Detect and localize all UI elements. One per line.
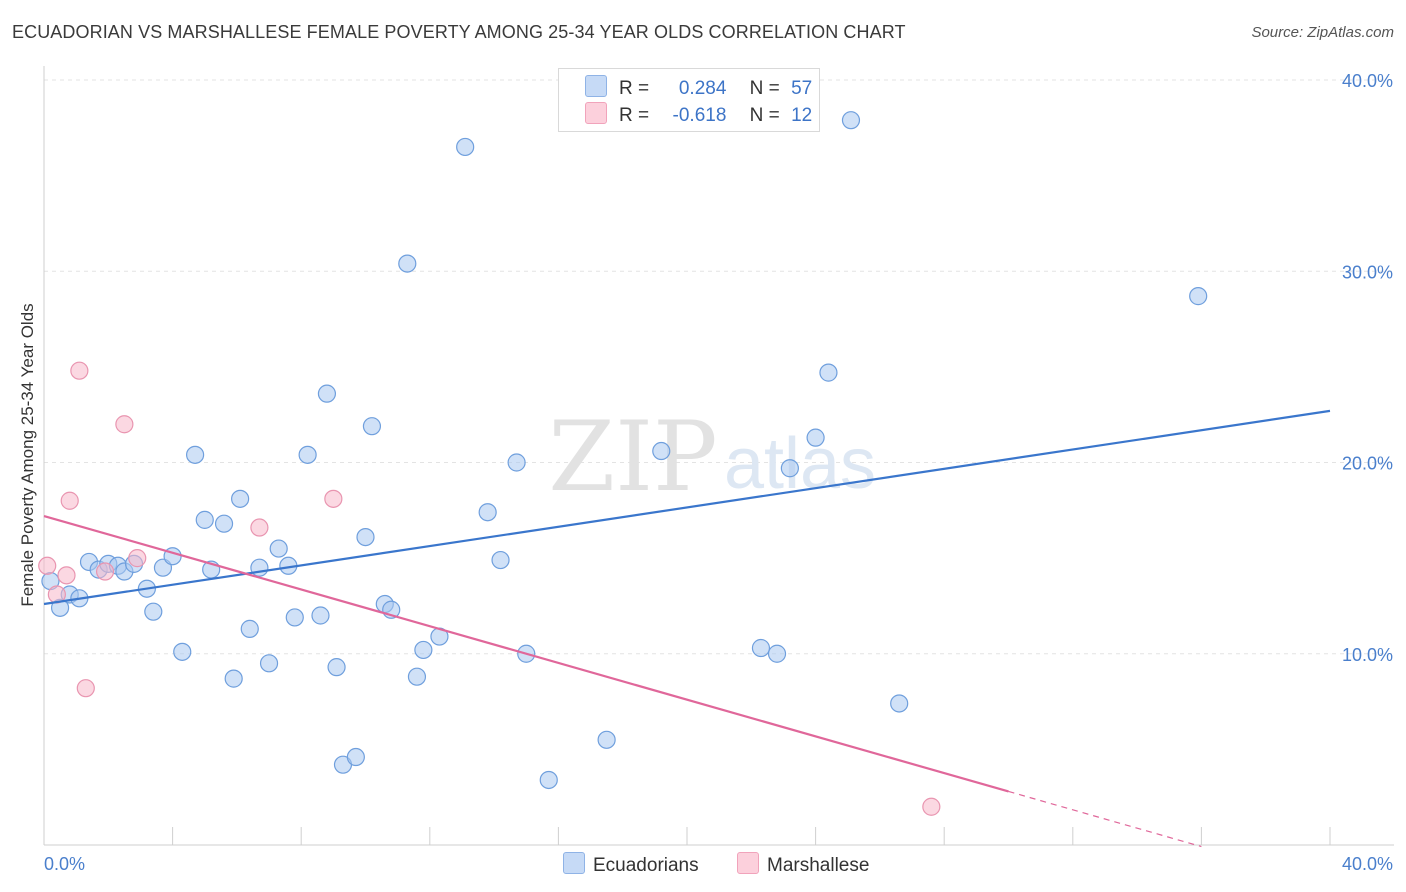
bottom-legend-marshallese: Marshallese (737, 852, 869, 877)
ecuadorian-point (398, 254, 417, 273)
ecuadorian-point (841, 111, 861, 130)
marshallese-point (128, 549, 147, 568)
legend-r-label: R = (619, 105, 650, 126)
ecuadorian-point (327, 658, 346, 677)
marshallese-point (115, 415, 134, 434)
ecuadorian-point (317, 384, 337, 403)
ecuadorian-point (806, 428, 825, 447)
ecuadorian-point (346, 747, 365, 767)
bottom-legend-ecuadorians: Ecuadorians (563, 852, 699, 877)
legend-n-label: N = (749, 105, 780, 126)
marshallese-point (324, 489, 343, 508)
source-label: Source: ZipAtlas.com (1251, 24, 1394, 41)
ecuadorian-point (539, 770, 558, 790)
ecuadorian-point (214, 514, 234, 533)
ecuadorian-point (269, 539, 288, 558)
watermark-atlas: atlas (724, 424, 876, 504)
ecuadorian-point (224, 669, 243, 688)
legend-swatch-marshallese (585, 102, 607, 124)
ecuadorian-point (231, 489, 250, 508)
ecuadorian-point (1189, 287, 1208, 306)
ecuadorian-point (186, 445, 205, 464)
marshallese-point (60, 491, 79, 510)
ecuadorian-point (362, 417, 382, 436)
ecuadorian-point (407, 667, 427, 686)
ecuadorian-point (144, 602, 163, 621)
ecuadorian-point (890, 694, 909, 713)
ecuadorian-point (259, 654, 279, 673)
y-tick-label: 20.0% (1342, 454, 1393, 474)
bottom-legend-label-marshallese: Marshallese (767, 855, 870, 876)
marshallese-trend-line (43, 514, 1009, 793)
ecuadorian-point (767, 644, 787, 663)
bottom-legend-label-ecuadorians: Ecuadorians (593, 855, 699, 876)
marshallese-point (250, 518, 269, 537)
legend-r-value: -0.618 (672, 105, 727, 126)
x-tick-label: 0.0% (44, 854, 85, 874)
ecuadorian-point (597, 730, 616, 749)
grid (44, 79, 1394, 655)
marshallese-points (38, 361, 941, 816)
ecuadorian-point (456, 137, 475, 157)
ecuadorian-point (819, 363, 838, 382)
marshallese-point (70, 361, 89, 380)
ecuadorian-points (41, 111, 1208, 790)
legend-r-label: R = (619, 78, 650, 99)
y-axis-label: Female Poverty Among 25-34 Year Olds (18, 303, 37, 607)
bottom-legend-swatch-marshallese (737, 852, 759, 874)
tick-labels: 10.0% 20.0% 30.0% 40.0% 0.0% 40.0% (44, 71, 1393, 874)
marshallese-point (922, 797, 941, 816)
ecuadorian-point (298, 445, 317, 464)
y-tick-label: 30.0% (1342, 262, 1393, 282)
legend-row-ecuadorians: R = 0.284 N = 57 (585, 75, 812, 99)
watermark: ZIP atlas (548, 401, 876, 513)
ecuadorian-point (356, 527, 375, 547)
ecuadorian-point (285, 608, 304, 627)
watermark-zip: ZIP (548, 401, 717, 513)
y-tick-label: 10.0% (1342, 645, 1393, 665)
marshallese-point (76, 679, 95, 698)
legend-n-label: N = (749, 78, 780, 99)
ecuadorian-point (507, 453, 526, 472)
legend-r-value: 0.284 (678, 78, 727, 99)
ecuadorian-point (780, 459, 799, 478)
bottom-legend-swatch-ecuadorians (563, 852, 585, 874)
axes (43, 66, 1394, 846)
ecuadorian-point (751, 638, 771, 658)
chart-title: ECUADORIAN VS MARSHALLESE FEMALE POVERTY… (12, 22, 906, 42)
ecuadorian-point (414, 640, 433, 660)
x-tick-label: 40.0% (1342, 854, 1393, 874)
ecuadorian-point (240, 619, 259, 638)
legend-swatch-ecuadorians (585, 75, 607, 97)
y-tick-label: 40.0% (1342, 71, 1393, 91)
ecuadorian-point (652, 441, 671, 461)
marshallese-trend-extension (1008, 790, 1202, 848)
ecuadorian-trend-line (43, 409, 1331, 606)
marshallese-point (95, 562, 115, 581)
legend-n-value: 57 (791, 78, 813, 99)
marshallese-point (57, 566, 76, 585)
legend-row-marshallese: R = -0.618 N = 12 (585, 102, 812, 126)
marshallese-point (38, 556, 57, 575)
ecuadorian-point (478, 503, 497, 522)
ecuadorian-point (195, 510, 214, 529)
stats-legend: R = 0.284 N = 57 R = -0.618 N = 12 (558, 68, 820, 132)
trend-lines (43, 409, 1331, 848)
legend-n-value: 12 (791, 105, 813, 126)
ecuadorian-point (491, 550, 510, 570)
ecuadorian-point (311, 606, 330, 625)
ecuadorian-point (173, 642, 192, 661)
